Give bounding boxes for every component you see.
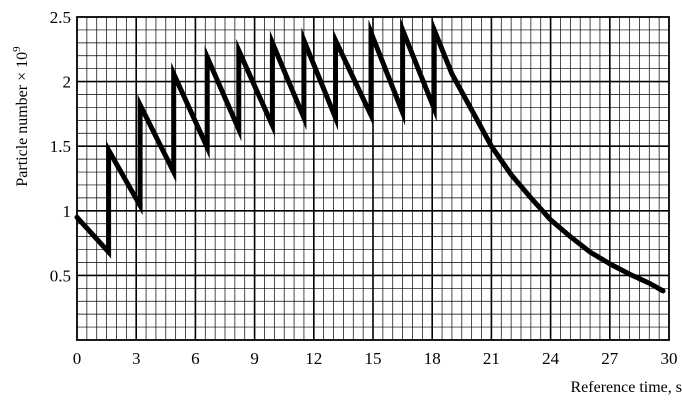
x-tick-label: 6 (191, 349, 200, 368)
x-tick-label: 9 (250, 349, 259, 368)
x-tick-label: 0 (73, 349, 82, 368)
x-tick-label: 21 (483, 349, 500, 368)
y-axis-title: Particle number × 109 (11, 46, 31, 187)
x-tick-label: 30 (661, 349, 678, 368)
x-tick-label: 18 (424, 349, 441, 368)
y-tick-labels: 0.5 1 1.5 2 2.5 (50, 8, 71, 285)
series-layer (77, 30, 663, 291)
x-tick-label: 3 (132, 349, 141, 368)
y-tick-label: 2.5 (50, 8, 71, 27)
x-tick-label: 12 (305, 349, 322, 368)
svg-text:Particle number × 109: Particle number × 109 (11, 46, 31, 187)
x-tick-label: 15 (365, 349, 382, 368)
x-tick-label: 27 (601, 349, 619, 368)
x-axis-title: Reference time, s (571, 379, 682, 396)
y-tick-label: 1 (63, 202, 72, 221)
y-axis-title-text: Particle number × 10 (14, 52, 31, 187)
y-tick-label: 0.5 (50, 266, 71, 285)
x-tick-labels: 0 3 6 9 12 15 18 21 24 27 30 (73, 349, 678, 368)
series-line-1 (77, 30, 663, 291)
y-tick-label: 2 (63, 73, 72, 92)
y-axis-title-exponent: 9 (11, 46, 23, 52)
y-tick-label: 1.5 (50, 137, 71, 156)
x-tick-label: 24 (542, 349, 560, 368)
